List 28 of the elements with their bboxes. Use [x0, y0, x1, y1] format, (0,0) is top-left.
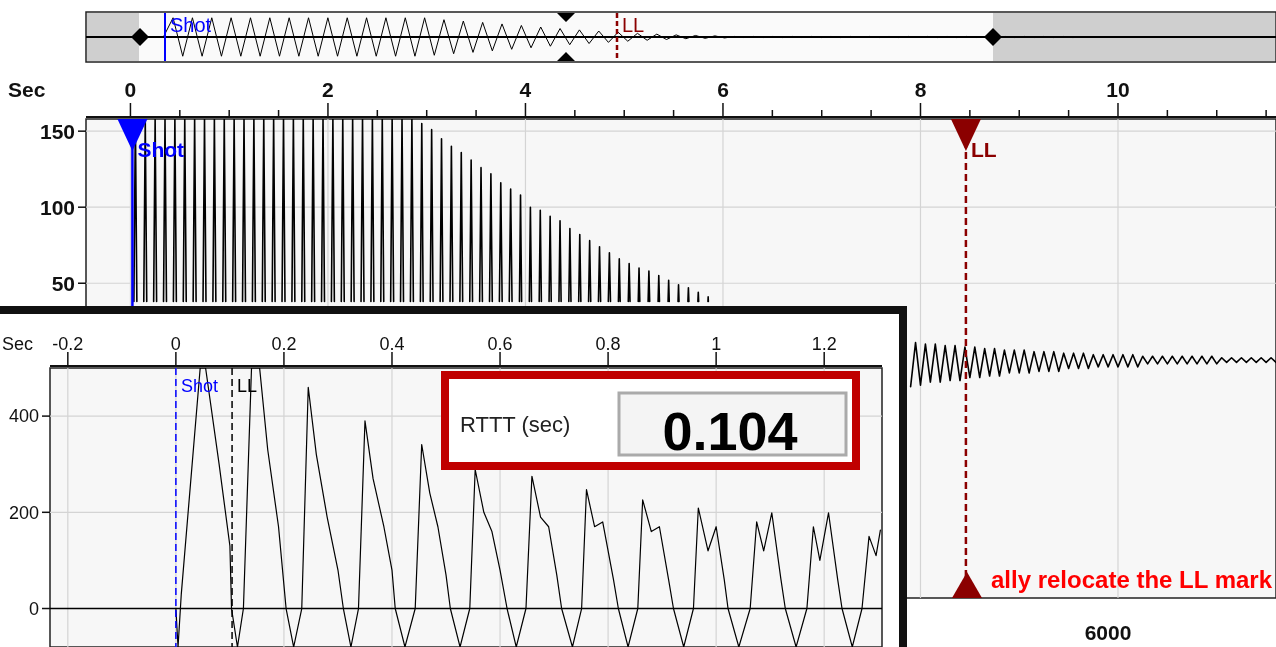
x-axis-title: Sec: [8, 78, 46, 101]
x-tick-label: 6: [717, 78, 729, 101]
x-tick-label: 10: [1106, 78, 1130, 101]
y-tick-label: 400: [8, 406, 39, 427]
x-tick-label: 4: [519, 78, 532, 101]
ref-line-label: LL: [970, 138, 997, 161]
annotation: LL: [622, 14, 645, 36]
x-tick-label: 0.8: [595, 334, 621, 354]
x-tick-label: 1: [711, 334, 722, 354]
x-tick-label: 0: [124, 78, 137, 101]
annotation: RTTT (sec): [460, 412, 571, 437]
annotation: 0.104: [662, 401, 798, 461]
x-tick-label: -0.2: [52, 334, 84, 354]
annotation: ally relocate the LL mark: [990, 566, 1273, 593]
y-tick-label: 200: [8, 502, 39, 523]
text: 6000: [1084, 621, 1132, 644]
x-tick-label: 0.6: [487, 334, 513, 354]
x-axis-title: Sec: [2, 334, 34, 354]
y-tick-label: 150: [39, 119, 75, 143]
x-tick-label: 1.2: [811, 334, 837, 354]
x-tick-label: 0.2: [271, 334, 297, 354]
y-tick-label: 100: [39, 195, 75, 219]
x-tick-label: 2: [322, 78, 334, 101]
x-tick-label: 0.4: [379, 334, 405, 354]
y-tick-label: 0: [28, 598, 39, 619]
y-tick-label: 50: [51, 271, 75, 295]
x-tick-label: 0: [170, 334, 181, 354]
x-tick-label: 8: [914, 78, 927, 101]
